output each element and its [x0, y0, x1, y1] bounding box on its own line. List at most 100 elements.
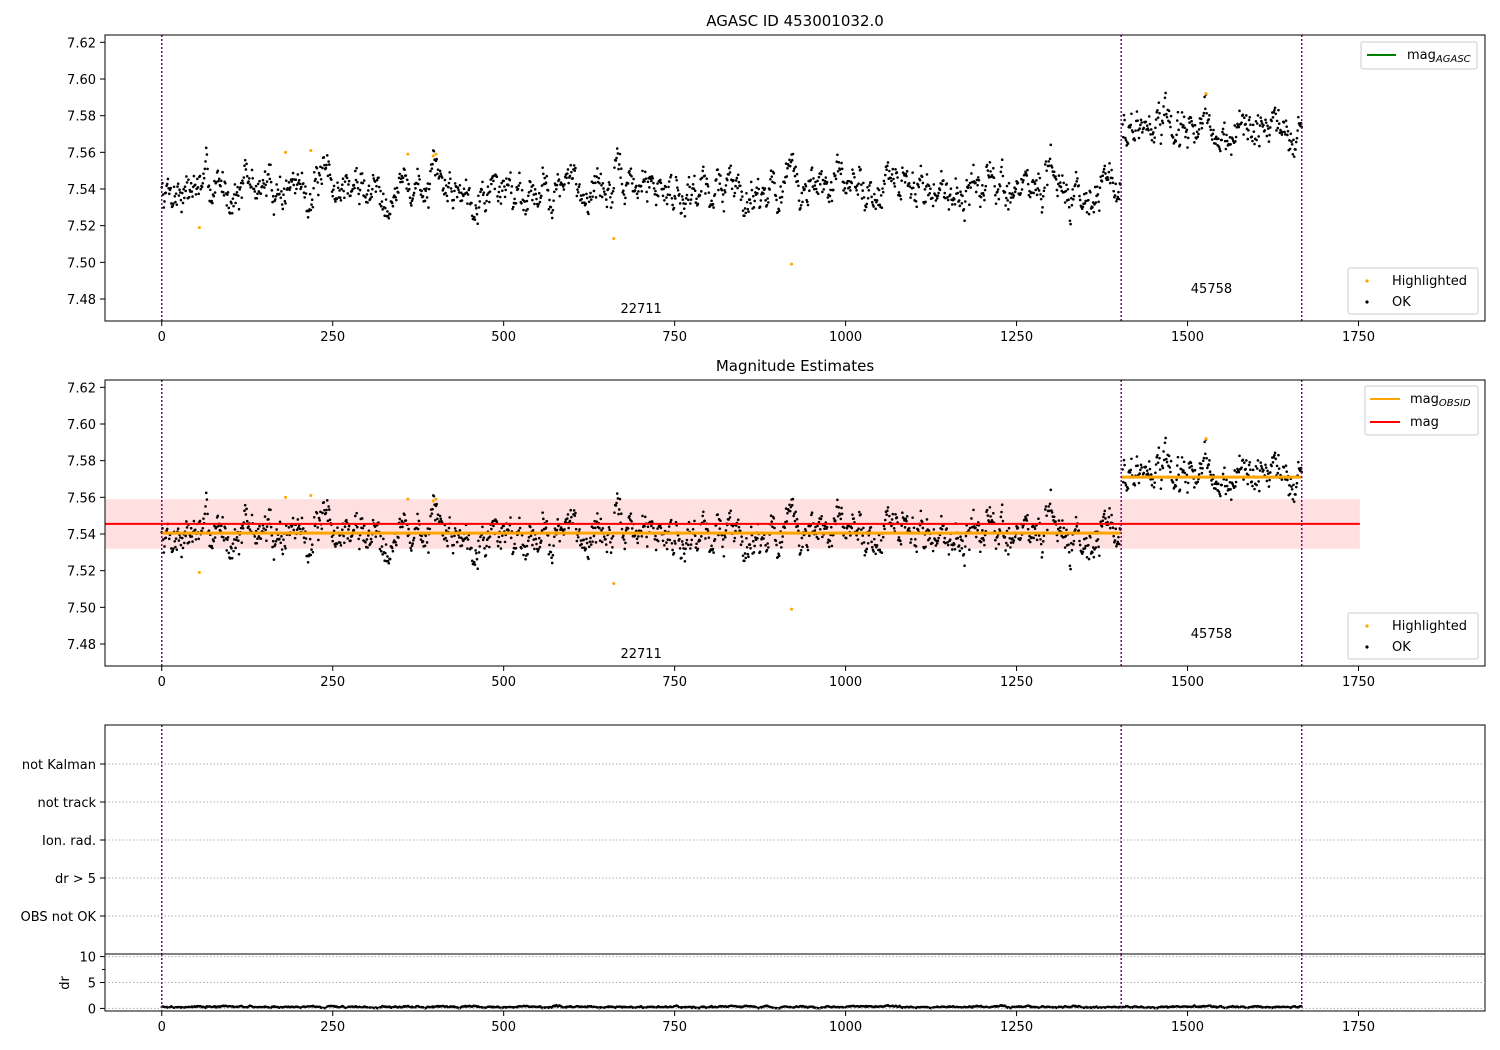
- panel1-ok-point: [706, 185, 710, 188]
- panel2-ok-point: [1061, 519, 1064, 522]
- panel1-ok-point: [175, 203, 179, 206]
- panel2-ok-point: [1052, 515, 1056, 519]
- panel1-ok-point: [544, 181, 548, 184]
- panel1-ok-point: [322, 156, 326, 159]
- panel1-ok-point: [569, 163, 572, 167]
- panel2-ok-point: [1199, 466, 1202, 470]
- panel2-ok-point: [667, 525, 671, 528]
- panel1-ok-point: [793, 167, 796, 170]
- panel2-ok-point: [703, 519, 707, 523]
- panel1-ok-point: [661, 194, 665, 198]
- panel2-ok-point: [591, 540, 594, 543]
- panel2-ok-point: [1044, 505, 1048, 508]
- panel1-ok-point: [1005, 184, 1009, 188]
- panel2-ok-point: [1096, 538, 1100, 541]
- panel2-ok-point: [1244, 467, 1247, 471]
- panel2-ok-point: [322, 501, 326, 504]
- panel2-ok-point: [878, 548, 882, 552]
- panel1-ok-point: [1268, 126, 1272, 129]
- panel1-ok-point: [226, 190, 230, 194]
- panel1-ok-point: [1111, 176, 1114, 180]
- panel1-ok-point: [263, 170, 267, 173]
- panel1-ok-point: [1125, 144, 1128, 147]
- panel1-ok-point: [797, 199, 801, 202]
- panel2-ok-point: [381, 553, 384, 556]
- panel2-ok-point: [1077, 529, 1081, 532]
- panel2-ok-point: [201, 527, 205, 530]
- panel2-ok-point: [474, 549, 477, 552]
- panel1-ok-point: [443, 178, 447, 182]
- panel1-ok-point: [328, 163, 331, 166]
- panel2-ok-point: [579, 539, 583, 542]
- panel2-ok-point: [537, 536, 541, 540]
- panel1-ok-point: [410, 199, 414, 203]
- panel2-ok-point: [1201, 459, 1205, 463]
- panel1-ok-point: [533, 188, 537, 191]
- panel1-ok-point: [675, 178, 678, 182]
- panel2-ok-point: [382, 537, 385, 541]
- panel1-ok-point: [860, 197, 864, 200]
- panel1-ok-point: [1043, 186, 1046, 190]
- panel2-ok-point: [723, 536, 727, 539]
- panel2-ok-point: [895, 516, 899, 519]
- panel2-ok-point: [728, 511, 731, 515]
- panel2-ok-point: [1046, 528, 1049, 532]
- panel2-ytick-label-2: 7.52: [67, 565, 96, 580]
- panel2-ok-point: [1082, 537, 1086, 541]
- panel1-ok-point: [692, 187, 696, 190]
- panel2-ok-point: [173, 539, 177, 543]
- panel1-ok-point: [747, 210, 750, 214]
- panel1-ok-point: [503, 195, 507, 199]
- panel1-ok-point: [369, 192, 373, 196]
- panel1-ok-point: [1007, 181, 1011, 185]
- panel1-ok-point: [1176, 110, 1180, 114]
- panel1-ok-point: [225, 204, 229, 207]
- panel2-ok-point: [683, 560, 687, 563]
- panel1-ok-point: [916, 183, 920, 187]
- panel2-ok-point: [916, 528, 920, 532]
- panel1-ok-point: [1006, 199, 1009, 202]
- panel1-ok-point: [964, 189, 968, 193]
- panel1-ok-point: [509, 191, 513, 195]
- panel2-ok-point: [615, 492, 619, 495]
- panel1-ok-point: [921, 181, 925, 185]
- panel2-ok-point: [1240, 466, 1243, 469]
- panel2-ok-point: [245, 507, 248, 511]
- panel2-ok-point: [327, 505, 330, 508]
- panel1-ok-point: [219, 184, 222, 188]
- panel1-ok-point: [1083, 202, 1087, 205]
- panel2-ok-point: [271, 545, 274, 549]
- panel2-ok-point: [531, 543, 534, 547]
- panel2-ok-point: [1159, 487, 1163, 490]
- panel1-ok-point: [190, 190, 194, 193]
- panel2-ytick-label-0: 7.48: [67, 638, 96, 653]
- panel1-ok-point: [750, 188, 754, 192]
- panel1-ok-point: [1244, 122, 1247, 126]
- panel2-ok-point: [1041, 540, 1045, 543]
- panel2-ok-point: [212, 539, 216, 543]
- panel1-ok-point: [1089, 190, 1092, 194]
- panel2-ok-point: [1210, 483, 1214, 486]
- panel2-ok-point: [444, 536, 447, 540]
- panel1-ok-point: [1072, 198, 1075, 201]
- panel1-ok-point: [1169, 125, 1172, 129]
- panel1-ok-point: [1153, 136, 1156, 139]
- panel2-ok-point: [605, 550, 609, 554]
- panel1-ok-point: [639, 184, 643, 188]
- panel1-ok-point: [892, 177, 895, 181]
- panel1-ok-point: [693, 174, 696, 178]
- panel2-ok-point: [478, 545, 482, 548]
- panel2-ok-point: [935, 542, 939, 545]
- panel1-ok-point: [919, 164, 923, 168]
- panel2-ok-point: [477, 551, 481, 554]
- panel2-ok-point: [823, 527, 826, 530]
- panel2-ok-point: [857, 527, 860, 530]
- panel2-ok-point: [473, 563, 477, 566]
- panel1-ok-point: [1148, 122, 1152, 126]
- panel1-ok-point: [552, 190, 556, 194]
- panel2-ok-point: [891, 512, 895, 516]
- panel1-ok-point: [1104, 172, 1107, 175]
- panel1-ok-point: [532, 193, 536, 196]
- panel2-ok-point: [840, 506, 843, 510]
